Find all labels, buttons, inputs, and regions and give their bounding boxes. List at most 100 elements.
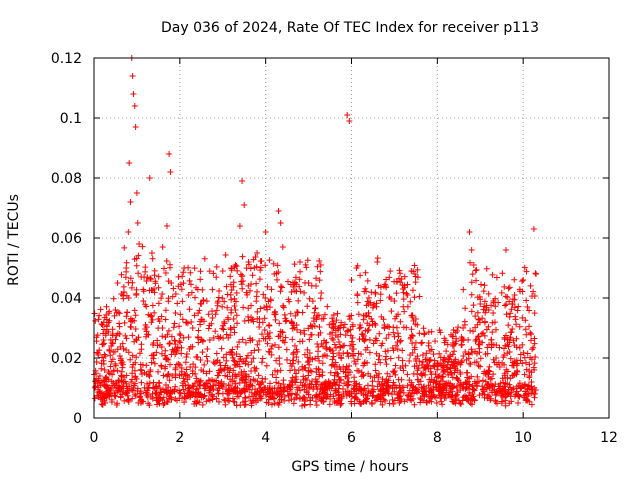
data-point bbox=[109, 340, 116, 347]
data-point bbox=[96, 388, 103, 395]
data-point bbox=[315, 394, 322, 401]
data-point bbox=[377, 359, 384, 366]
data-point bbox=[109, 339, 116, 346]
data-point bbox=[530, 364, 537, 371]
data-point bbox=[301, 401, 308, 408]
data-point bbox=[163, 257, 170, 264]
data-point bbox=[248, 402, 255, 409]
data-point bbox=[206, 397, 213, 404]
data-point bbox=[105, 386, 112, 393]
data-point bbox=[187, 363, 194, 370]
data-point bbox=[219, 295, 226, 302]
data-point bbox=[377, 291, 384, 298]
data-point bbox=[219, 322, 226, 329]
data-point bbox=[227, 281, 234, 288]
data-point bbox=[421, 364, 428, 371]
data-point bbox=[524, 385, 531, 392]
data-point bbox=[336, 349, 343, 356]
data-point bbox=[290, 349, 297, 356]
data-point bbox=[463, 384, 470, 391]
data-point bbox=[121, 397, 128, 404]
data-point bbox=[516, 344, 523, 351]
data-point bbox=[120, 345, 127, 352]
data-point bbox=[449, 351, 456, 358]
data-point bbox=[194, 286, 201, 293]
data-point bbox=[301, 351, 308, 358]
data-point bbox=[409, 390, 416, 397]
data-point bbox=[271, 396, 278, 403]
data-point bbox=[143, 277, 150, 284]
data-point bbox=[144, 380, 151, 387]
data-point bbox=[285, 392, 292, 399]
data-point bbox=[169, 346, 176, 353]
data-point bbox=[231, 329, 238, 336]
data-point bbox=[248, 281, 255, 288]
data-point bbox=[186, 389, 193, 396]
data-point bbox=[391, 397, 398, 404]
data-point bbox=[101, 351, 108, 358]
data-point bbox=[185, 292, 192, 298]
data-point bbox=[113, 401, 120, 408]
data-point bbox=[393, 290, 400, 297]
data-point bbox=[199, 337, 206, 344]
data-point bbox=[196, 392, 203, 399]
data-point bbox=[383, 335, 390, 342]
data-point bbox=[332, 387, 339, 394]
data-point bbox=[172, 374, 179, 381]
data-point bbox=[218, 382, 225, 389]
data-point bbox=[279, 244, 286, 250]
data-points bbox=[91, 55, 540, 409]
data-point bbox=[403, 290, 410, 297]
data-point bbox=[223, 386, 230, 393]
data-point bbox=[384, 323, 391, 330]
data-point bbox=[321, 311, 328, 318]
data-point bbox=[432, 394, 439, 401]
data-point bbox=[287, 310, 294, 317]
data-point bbox=[176, 387, 183, 394]
data-point bbox=[155, 284, 162, 291]
data-point bbox=[305, 325, 312, 332]
data-point bbox=[229, 352, 236, 359]
data-point bbox=[155, 368, 162, 375]
data-point bbox=[245, 313, 252, 320]
data-point bbox=[281, 393, 288, 400]
data-point bbox=[350, 385, 357, 392]
data-point bbox=[531, 360, 538, 367]
data-point bbox=[306, 361, 313, 368]
data-point bbox=[183, 366, 190, 373]
data-point bbox=[274, 262, 281, 269]
data-point bbox=[277, 288, 284, 295]
data-point bbox=[391, 388, 398, 395]
data-point bbox=[477, 363, 484, 370]
data-point bbox=[193, 353, 200, 360]
data-point bbox=[294, 384, 301, 391]
data-point bbox=[228, 286, 235, 293]
data-point bbox=[253, 280, 260, 287]
data-point bbox=[376, 352, 383, 359]
data-point bbox=[186, 306, 193, 313]
data-point bbox=[147, 368, 154, 375]
data-point bbox=[332, 387, 339, 394]
data-point bbox=[118, 355, 125, 362]
data-point bbox=[342, 332, 349, 339]
data-point bbox=[232, 371, 239, 378]
data-point bbox=[462, 348, 469, 355]
data-point bbox=[178, 350, 185, 357]
data-point bbox=[323, 344, 330, 351]
data-point bbox=[133, 354, 140, 361]
data-point bbox=[503, 332, 510, 339]
data-point bbox=[312, 398, 319, 405]
data-point bbox=[344, 328, 351, 335]
data-point bbox=[145, 384, 152, 391]
data-point bbox=[263, 362, 270, 369]
data-point bbox=[504, 336, 511, 343]
data-point bbox=[332, 369, 339, 376]
data-point bbox=[416, 330, 423, 337]
data-point bbox=[505, 322, 512, 329]
data-point bbox=[489, 382, 496, 389]
data-point bbox=[264, 306, 271, 313]
data-point bbox=[97, 306, 104, 313]
data-point bbox=[139, 243, 146, 250]
data-point bbox=[407, 393, 414, 400]
data-point bbox=[309, 298, 316, 305]
